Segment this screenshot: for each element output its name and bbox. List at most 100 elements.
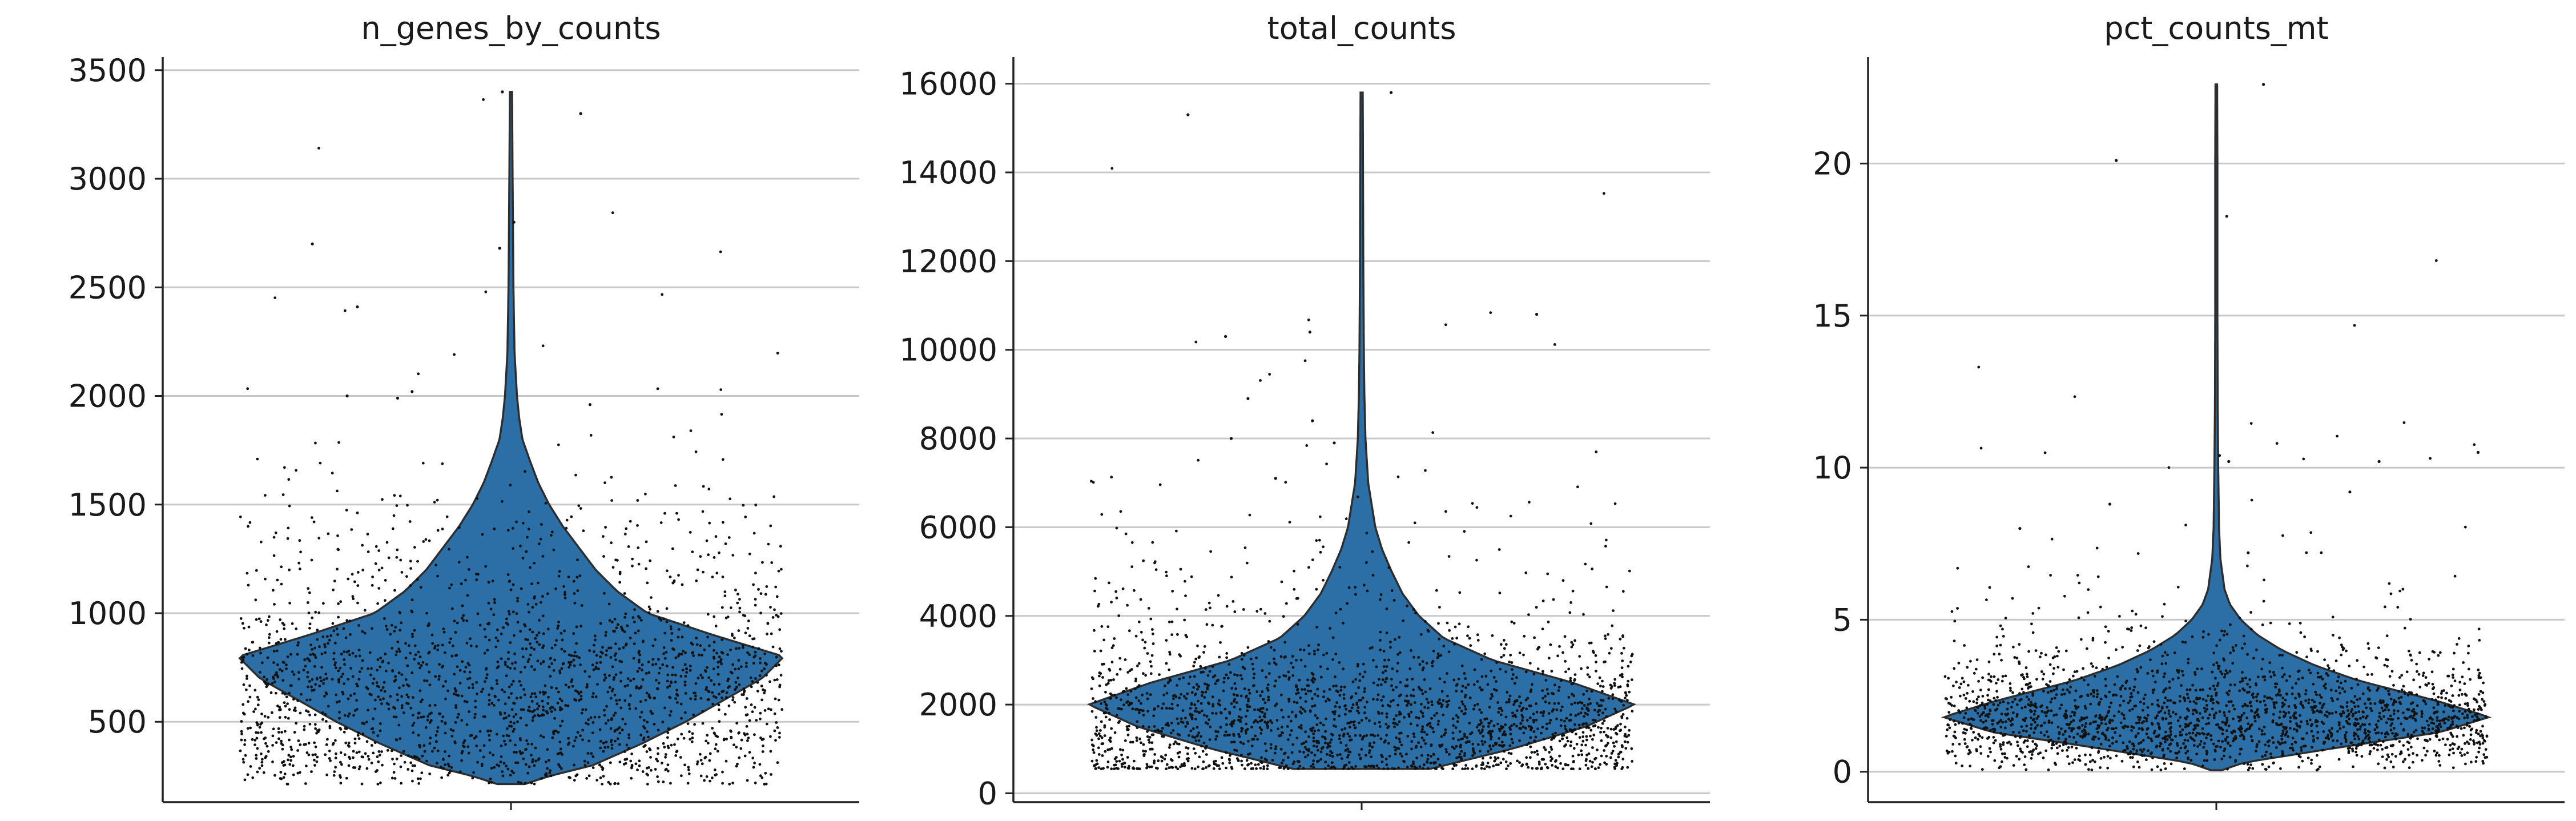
data-point [309, 653, 312, 656]
data-point [1125, 533, 1128, 536]
data-point [314, 683, 317, 686]
data-point [1104, 701, 1106, 703]
data-point [1219, 726, 1222, 729]
data-point [766, 633, 768, 635]
data-point [1282, 716, 1285, 719]
data-point [656, 687, 659, 690]
data-point [1420, 633, 1423, 636]
data-point [2249, 701, 2252, 703]
data-point [2416, 738, 2419, 740]
data-point [1324, 730, 1327, 733]
data-point [1588, 726, 1591, 729]
data-point [1453, 643, 1456, 646]
data-point [1368, 719, 1371, 722]
data-point [1281, 581, 1283, 583]
data-point [1615, 740, 1618, 743]
data-point [1114, 590, 1117, 593]
data-point [2210, 738, 2213, 741]
data-point [2186, 707, 2189, 710]
data-point [1371, 734, 1374, 737]
data-point [258, 618, 261, 621]
data-point [1140, 598, 1142, 601]
data-point [626, 744, 629, 747]
data-point [1494, 756, 1496, 759]
data-point [413, 629, 416, 632]
data-point [625, 528, 627, 530]
data-point [324, 651, 327, 654]
data-point [2220, 630, 2223, 633]
data-point [1243, 687, 1246, 690]
data-point [412, 714, 414, 717]
data-point [1327, 764, 1330, 767]
data-point [721, 697, 723, 699]
data-point [1572, 755, 1575, 758]
data-point [636, 670, 639, 673]
data-point [2314, 691, 2317, 694]
data-point [1253, 677, 1255, 679]
data-point [595, 695, 598, 698]
data-point [1591, 761, 1594, 764]
data-point [361, 783, 364, 786]
data-point [509, 721, 512, 723]
data-point [280, 731, 283, 734]
data-point [754, 504, 757, 506]
data-point [303, 658, 306, 661]
data-point [670, 710, 673, 713]
data-point [673, 743, 676, 746]
data-point [1498, 548, 1501, 551]
data-point [1577, 754, 1580, 756]
data-point [617, 623, 619, 626]
data-point [1406, 704, 1408, 707]
data-point [731, 663, 734, 666]
data-point [1190, 575, 1193, 578]
data-point [340, 653, 343, 655]
data-point [582, 529, 585, 532]
data-point [434, 564, 437, 566]
data-point [1498, 744, 1501, 747]
data-point [1165, 574, 1168, 577]
data-point [532, 606, 534, 609]
data-point [1290, 729, 1293, 732]
data-point [2009, 687, 2012, 690]
data-point [337, 681, 340, 683]
data-point [1426, 698, 1428, 701]
data-point [638, 563, 641, 566]
data-point [657, 780, 660, 783]
data-point [590, 752, 593, 755]
data-point [482, 98, 485, 101]
data-point [701, 654, 703, 657]
data-point [277, 727, 280, 730]
data-point [1242, 666, 1245, 669]
data-point [662, 617, 665, 620]
data-point [1541, 689, 1544, 692]
data-point [2132, 753, 2135, 756]
data-point [309, 643, 312, 646]
data-point [1420, 746, 1423, 748]
data-point [1386, 677, 1388, 680]
data-point [1289, 734, 1291, 737]
data-point [1225, 674, 1228, 677]
data-point [1261, 690, 1263, 693]
data-point [508, 613, 511, 615]
data-point [423, 744, 426, 747]
data-point [660, 521, 663, 524]
data-point [1222, 681, 1225, 684]
data-point [542, 706, 545, 709]
data-point [522, 758, 525, 760]
data-point [272, 735, 275, 738]
data-point [732, 743, 735, 746]
data-point [2289, 727, 2292, 730]
data-point [770, 773, 772, 776]
data-point [2016, 703, 2019, 706]
data-point [1578, 724, 1581, 727]
data-point [377, 783, 380, 786]
data-point [444, 651, 446, 654]
data-point [649, 710, 652, 713]
data-point [713, 657, 715, 660]
data-point [540, 538, 542, 541]
data-point [1610, 728, 1613, 731]
data-point [348, 713, 351, 715]
data-point [705, 686, 708, 689]
data-point [1322, 695, 1325, 698]
data-point [1146, 698, 1149, 701]
